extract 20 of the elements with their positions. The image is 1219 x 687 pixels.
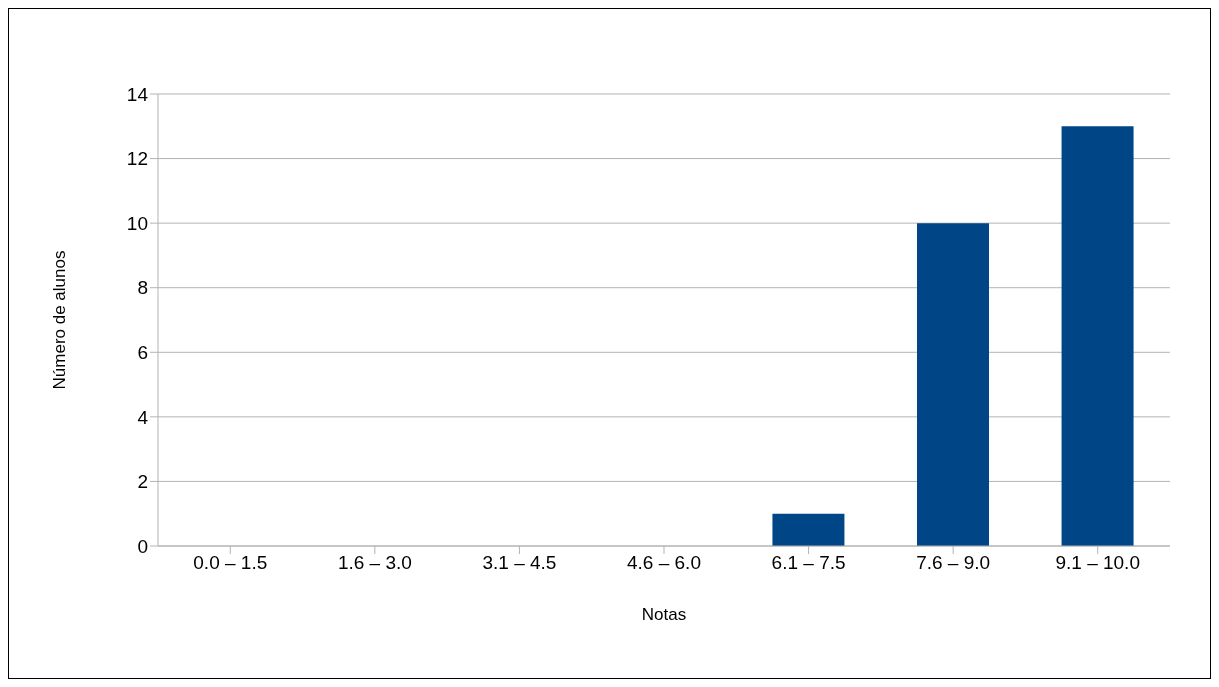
y-tick-label: 6 bbox=[137, 342, 148, 364]
x-tick-label: 3.1 – 4.5 bbox=[482, 552, 557, 574]
x-tick-label: 7.6 – 9.0 bbox=[916, 552, 991, 574]
x-axis-title: Notas bbox=[641, 605, 687, 624]
y-axis-title: Número de alunos bbox=[50, 250, 70, 390]
y-tick-label: 10 bbox=[126, 212, 148, 234]
bar bbox=[917, 223, 989, 546]
y-tick-label: 14 bbox=[126, 83, 149, 105]
y-tick-label: 8 bbox=[137, 277, 148, 299]
y-tick-label: 0 bbox=[137, 535, 148, 557]
y-tick-label: 12 bbox=[126, 148, 148, 170]
x-tick-label: 6.1 – 7.5 bbox=[771, 552, 846, 574]
bar bbox=[1061, 126, 1134, 546]
bar bbox=[772, 513, 845, 546]
x-tick-label: 1.6 – 3.0 bbox=[337, 552, 412, 574]
x-tick-label: 9.1 – 10.0 bbox=[1055, 552, 1140, 574]
x-tick-label: 0.0 – 1.5 bbox=[193, 552, 268, 574]
y-tick-label: 2 bbox=[137, 471, 148, 493]
x-tick-label: 4.6 – 6.0 bbox=[627, 552, 701, 574]
y-tick-label: 4 bbox=[137, 406, 149, 428]
